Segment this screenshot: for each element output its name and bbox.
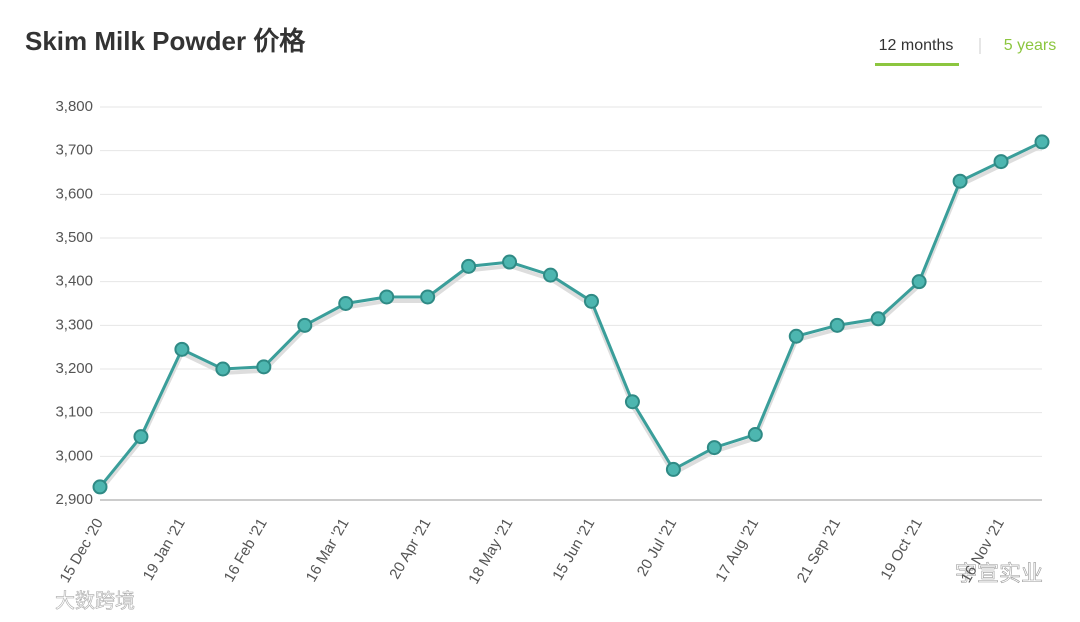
marker — [502, 254, 518, 270]
y-tick-label: 3,600 — [55, 185, 93, 202]
marker — [215, 361, 231, 377]
watermark: 宇宣实业 — [955, 561, 1043, 586]
marker — [911, 274, 927, 290]
marker — [1034, 134, 1050, 150]
x-tick-label: 16 Mar '21 — [303, 515, 353, 584]
marker — [133, 429, 149, 445]
marker — [952, 173, 968, 189]
y-tick-label: 3,200 — [55, 360, 93, 377]
marker — [706, 440, 722, 456]
marker — [297, 317, 313, 333]
marker — [256, 359, 272, 375]
y-tick-label: 3,400 — [55, 273, 93, 290]
marker — [624, 394, 640, 410]
marker — [870, 311, 886, 327]
y-tick-label: 3,700 — [55, 142, 93, 159]
x-tick-label: 16 Feb '21 — [221, 515, 271, 584]
marker — [665, 461, 681, 477]
marker — [420, 289, 436, 305]
x-tick-label: 15 Jun '21 — [549, 515, 598, 583]
marker — [174, 341, 190, 357]
y-tick-label: 3,000 — [55, 447, 93, 464]
x-tick-label: 19 Jan '21 — [140, 515, 189, 583]
marker — [993, 154, 1009, 170]
x-tick-label: 17 Aug '21 — [712, 515, 762, 585]
marker — [461, 258, 477, 274]
tab-active[interactable]: 12 months — [879, 37, 954, 54]
x-tick-label: 19 Oct '21 — [877, 515, 926, 582]
tab-underline — [875, 63, 959, 66]
tab[interactable]: 5 years — [1004, 37, 1056, 54]
marker — [92, 479, 108, 495]
y-tick-label: 3,800 — [55, 98, 93, 115]
marker — [788, 328, 804, 344]
watermark: 大数跨境 — [55, 589, 135, 612]
x-tick-label: 15 Dec '20 — [57, 515, 107, 585]
chart-title: Skim Milk Powder 价格 — [25, 26, 306, 56]
marker — [747, 427, 763, 442]
y-tick-label: 3,500 — [55, 229, 93, 246]
y-tick-label: 3,100 — [55, 404, 93, 421]
marker — [829, 317, 845, 333]
marker — [379, 289, 395, 305]
x-tick-label: 20 Apr '21 — [386, 515, 434, 582]
marker — [543, 267, 559, 283]
x-tick-label: 18 May '21 — [465, 515, 516, 587]
line-shadow — [98, 144, 1043, 493]
series-line — [98, 140, 1043, 488]
x-tick-label: 20 Jul '21 — [634, 515, 681, 579]
y-tick-label: 2,900 — [55, 491, 93, 508]
marker — [338, 296, 354, 311]
x-tick-label: 21 Sep '21 — [794, 515, 844, 585]
y-tick-label: 3,300 — [55, 316, 93, 333]
marker — [583, 293, 599, 309]
